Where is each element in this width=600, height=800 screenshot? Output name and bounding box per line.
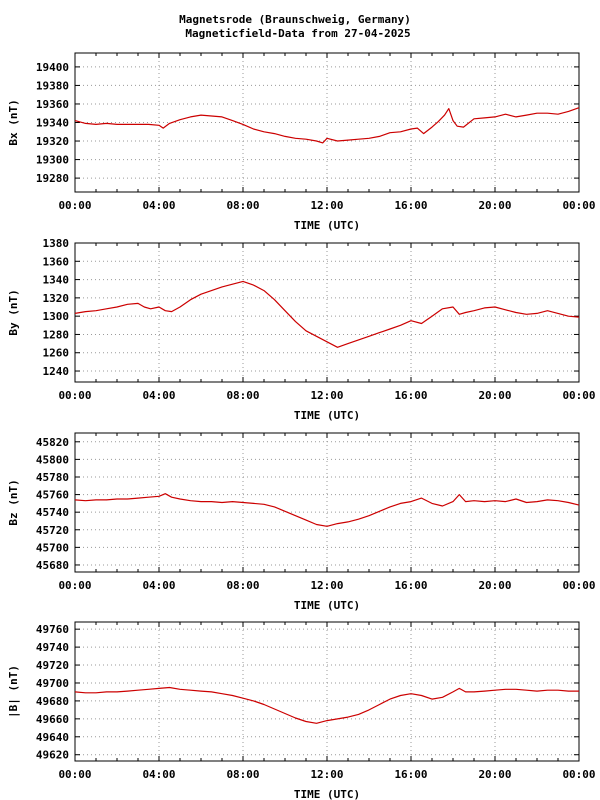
ytick-label: 1380: [43, 237, 70, 250]
xtick-label: 20:00: [478, 199, 511, 212]
series-line-1: [74, 493, 580, 527]
ytick-label: 45780: [36, 471, 69, 484]
plot-frame: [74, 432, 580, 573]
chart-panel-3: 45680 45700 45720 45740 45760 45780 45800 45820…: [7, 432, 596, 612]
ytick-label: 49760: [36, 623, 69, 636]
xtick-label: 16:00: [394, 579, 427, 592]
ytick-label: 45760: [36, 489, 69, 502]
chart-title-line1: Magnetsrode (Braunschweig, Germany): [179, 13, 411, 26]
ytick-label: 1280: [43, 328, 70, 341]
chart-panel-4: 49620 49640 49660 49680 49700 49720 49740 49760…: [7, 621, 596, 800]
y-axis-label: By (nT): [7, 289, 20, 335]
ytick-label: 1360: [43, 255, 70, 268]
xtick-label: 00:00: [562, 768, 595, 781]
xtick-label: 12:00: [310, 199, 343, 212]
xtick-label: 16:00: [394, 389, 427, 402]
xtick-label: 20:00: [478, 768, 511, 781]
ytick-label: 1320: [43, 292, 70, 305]
ytick-label: 19360: [36, 98, 69, 111]
xtick-label: 20:00: [478, 389, 511, 402]
y-axis-label: Bx (nT): [7, 99, 20, 145]
y-axis-label: |B| (nT): [7, 665, 20, 718]
xtick-label: 20:00: [478, 579, 511, 592]
xtick-label: 00:00: [562, 199, 595, 212]
plot-frame: [74, 242, 580, 383]
xtick-label: 00:00: [58, 199, 91, 212]
x-axis-label: TIME (UTC): [294, 409, 360, 422]
xtick-label: 00:00: [562, 389, 595, 402]
ytick-label: 49640: [36, 731, 69, 744]
xtick-label: 08:00: [226, 389, 259, 402]
xtick-label: 00:00: [58, 579, 91, 592]
ytick-label: 49620: [36, 749, 69, 762]
ytick-label: 49740: [36, 641, 69, 654]
xtick-label: 00:00: [562, 579, 595, 592]
ytick-label: 45700: [36, 541, 69, 554]
series-line-1: [74, 686, 579, 724]
xtick-label: 04:00: [142, 199, 175, 212]
series-line-1: [74, 107, 580, 144]
ytick-label: 19320: [36, 135, 69, 148]
y-axis-label: Bz (nT): [7, 479, 20, 525]
xtick-label: 08:00: [226, 199, 259, 212]
ytick-label: 19300: [36, 154, 69, 167]
ytick-label: 45740: [36, 506, 69, 519]
ytick-label: 49660: [36, 713, 69, 726]
ytick-label: 49680: [36, 695, 69, 708]
ytick-label: 45720: [36, 524, 69, 537]
xtick-label: 08:00: [226, 579, 259, 592]
plot-frame: [74, 52, 580, 193]
xtick-label: 04:00: [142, 389, 175, 402]
x-axis-label: TIME (UTC): [294, 599, 360, 612]
series-line-1: [74, 280, 580, 348]
chart-title-line2: Magneticfield-Data from 27-04-2025: [185, 27, 411, 40]
xtick-label: 04:00: [142, 768, 175, 781]
xtick-label: 00:00: [58, 768, 91, 781]
ytick-label: 45680: [36, 559, 69, 572]
ytick-label: 49720: [36, 659, 69, 672]
xtick-label: 08:00: [226, 768, 259, 781]
ytick-label: 49700: [36, 677, 69, 690]
xtick-label: 12:00: [310, 389, 343, 402]
xtick-label: 00:00: [58, 389, 91, 402]
xtick-label: 16:00: [394, 199, 427, 212]
ytick-label: 19280: [36, 172, 69, 185]
chart-panel-2: 1240 1260 1280 1300 1320 1340 1360 1380 00:00 04:…: [7, 237, 596, 422]
ytick-label: 45820: [36, 436, 69, 449]
xtick-label: 04:00: [142, 579, 175, 592]
ytick-label: 1300: [43, 310, 70, 323]
xtick-label: 12:00: [310, 768, 343, 781]
x-axis-label: TIME (UTC): [294, 788, 360, 800]
ytick-label: 1340: [43, 274, 70, 287]
ytick-label: 19400: [36, 61, 69, 74]
chart-panel-1: 19280 19300 19320 19340 19360 19380 19400 00:00…: [7, 52, 596, 232]
ytick-label: 45800: [36, 453, 69, 466]
x-axis-label: TIME (UTC): [294, 219, 360, 232]
ytick-label: 19340: [36, 117, 69, 130]
ytick-label: 1240: [43, 365, 70, 378]
xtick-label: 16:00: [394, 768, 427, 781]
xtick-label: 12:00: [310, 579, 343, 592]
ytick-label: 19380: [36, 79, 69, 92]
ytick-label: 1260: [43, 347, 70, 360]
